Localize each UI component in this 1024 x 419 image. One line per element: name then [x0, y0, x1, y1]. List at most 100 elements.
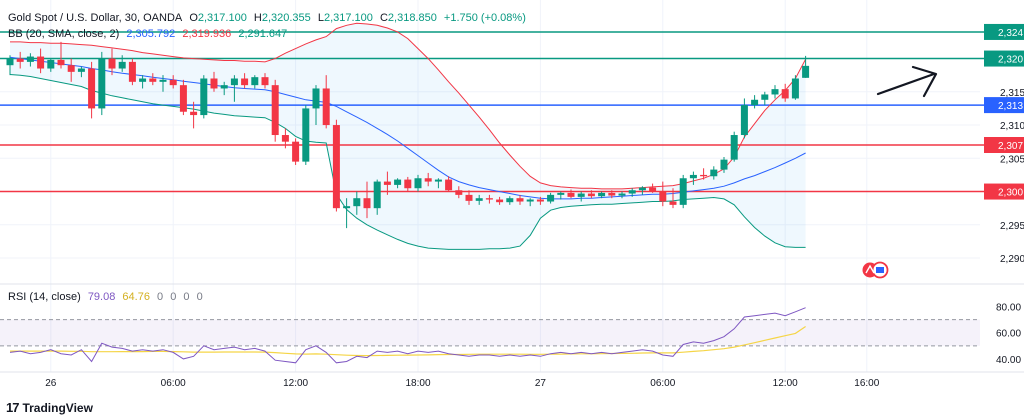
candle-body	[57, 59, 65, 66]
candle-body	[577, 193, 585, 197]
candle-body	[210, 78, 218, 89]
rsi-extra-0: 0	[157, 291, 164, 303]
candle-body	[292, 141, 300, 162]
candle	[608, 190, 616, 199]
level-price-label: 2,313	[998, 101, 1023, 112]
rsi-indicator-label[interactable]: RSI (14, close)	[8, 291, 81, 303]
candle	[781, 83, 789, 102]
time-tick-label: 12:00	[283, 378, 308, 389]
open-label: O	[189, 12, 198, 24]
candle-body	[730, 135, 738, 160]
candle-body	[271, 85, 279, 136]
candle	[6, 55, 14, 76]
candle	[37, 48, 45, 74]
candle-body	[220, 85, 228, 89]
candle	[506, 196, 514, 205]
candle	[16, 51, 24, 69]
candle	[516, 194, 524, 205]
level-price-tag	[984, 183, 1024, 200]
candle-body	[261, 77, 269, 86]
candle-body	[618, 193, 626, 196]
candle	[465, 190, 473, 205]
candle	[496, 196, 504, 205]
candle-body	[536, 199, 544, 202]
candle-body	[638, 187, 646, 191]
bb-basis-value: 2,305.792	[126, 28, 176, 40]
level-price-tag	[984, 50, 1024, 67]
candle	[434, 178, 442, 189]
candle-body	[118, 61, 126, 69]
candle	[689, 171, 697, 185]
candle	[659, 181, 667, 207]
candle-body	[373, 181, 381, 209]
candle	[108, 48, 116, 76]
rsi-value: 79.08	[87, 291, 116, 303]
candle	[230, 75, 238, 102]
tradingview-logo-text: TradingView	[22, 400, 93, 415]
price-tick-label: 2,315	[1000, 88, 1024, 99]
bollinger-band-area	[10, 23, 806, 250]
time-tick-label: 06:00	[161, 378, 186, 389]
candle-body	[557, 192, 565, 195]
candle	[353, 191, 361, 215]
candle-body	[802, 65, 810, 78]
candle-body	[649, 187, 657, 192]
candle-body	[700, 174, 708, 177]
candle-body	[343, 206, 351, 209]
candle	[322, 75, 330, 129]
bb-lower-value: 2,291.647	[238, 28, 288, 40]
horizontal-levels: 2,324 2,320 2,313 2,307 2,300	[0, 23, 1024, 200]
candle	[628, 188, 636, 197]
candle-body	[77, 68, 85, 72]
bb-indicator-label[interactable]: BB (20, SMA, close, 2)	[8, 28, 120, 40]
candle-body	[465, 194, 473, 201]
candle	[88, 61, 96, 119]
level-price-label: 2,300	[998, 188, 1023, 199]
candle	[414, 174, 422, 192]
candle-body	[710, 169, 718, 177]
candle-body	[47, 59, 55, 69]
level-price-tag	[984, 97, 1024, 114]
candle-body	[383, 181, 391, 185]
candle	[740, 98, 748, 139]
candle-body	[628, 190, 636, 194]
candle	[179, 79, 187, 116]
economic-events-badge-icon[interactable]	[862, 261, 889, 279]
candle	[394, 178, 402, 189]
candle-body	[445, 179, 453, 191]
candle-body	[312, 88, 320, 109]
candle-body	[679, 178, 687, 205]
change-value: +1.750 (+0.08%)	[443, 12, 526, 24]
candle-body	[475, 198, 483, 201]
candle	[200, 75, 208, 119]
candle	[577, 191, 585, 202]
candle-body	[6, 58, 14, 66]
candle	[730, 131, 738, 162]
tradingview-logo[interactable]: 17 TradingView	[6, 400, 93, 415]
candle-body	[567, 192, 575, 197]
candle	[771, 85, 779, 99]
price-tick-label: 2,310	[1000, 121, 1024, 132]
candle	[598, 191, 606, 199]
candle-body	[496, 199, 504, 203]
candle	[302, 105, 310, 165]
rsi-tick-label: 60.00	[996, 329, 1021, 340]
rsi-ma-line	[10, 326, 806, 357]
candle-body	[353, 198, 361, 207]
candle-body	[332, 125, 340, 209]
symbol-title[interactable]: Gold Spot / U.S. Dollar, 30, OANDA	[8, 12, 183, 24]
candle	[47, 58, 55, 72]
close-label: C	[379, 12, 388, 24]
candle	[343, 198, 351, 229]
candle	[751, 95, 759, 109]
time-tick-label: 18:00	[405, 378, 430, 389]
time-tick-label: 16:00	[854, 378, 879, 389]
candle	[271, 79, 279, 142]
candle-body	[67, 65, 75, 72]
candle	[190, 101, 198, 129]
candle	[679, 174, 687, 209]
tradingview-logo-icon: 17	[6, 400, 20, 415]
candle	[118, 55, 126, 72]
level-price-label: 2,307	[998, 141, 1023, 152]
